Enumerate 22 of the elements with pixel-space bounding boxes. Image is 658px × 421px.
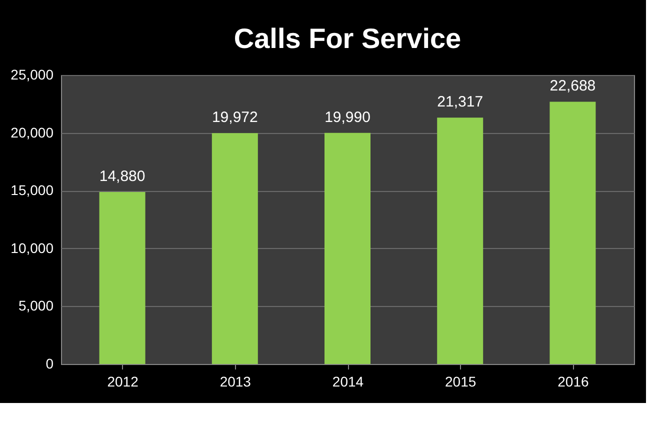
- bar: [212, 133, 258, 364]
- y-tick-label: 15,000: [10, 182, 54, 198]
- bar: [99, 192, 146, 364]
- x-tick-label: 2016: [558, 374, 589, 390]
- data-label: 14,880: [99, 168, 146, 185]
- bar: [550, 102, 596, 364]
- data-label: 19,990: [324, 108, 370, 126]
- x-tick-label: 2012: [107, 374, 139, 390]
- y-tick-label: 5,000: [18, 298, 54, 314]
- data-label: 21,317: [437, 94, 484, 111]
- x-tick-label: 2013: [220, 374, 252, 390]
- x-tick-label: 2014: [332, 374, 364, 390]
- y-tick-label: 25,000: [10, 66, 54, 82]
- bar: [324, 132, 370, 364]
- data-label: 19,972: [212, 109, 258, 126]
- chart-title: Calls For Service: [234, 23, 462, 54]
- x-tick-label: 2015: [445, 374, 476, 390]
- y-tick-label: 0: [46, 356, 54, 372]
- y-tick-label: 20,000: [10, 124, 54, 140]
- bar: [437, 118, 484, 364]
- y-tick-label: 10,000: [10, 240, 54, 256]
- data-label: 22,688: [550, 78, 596, 95]
